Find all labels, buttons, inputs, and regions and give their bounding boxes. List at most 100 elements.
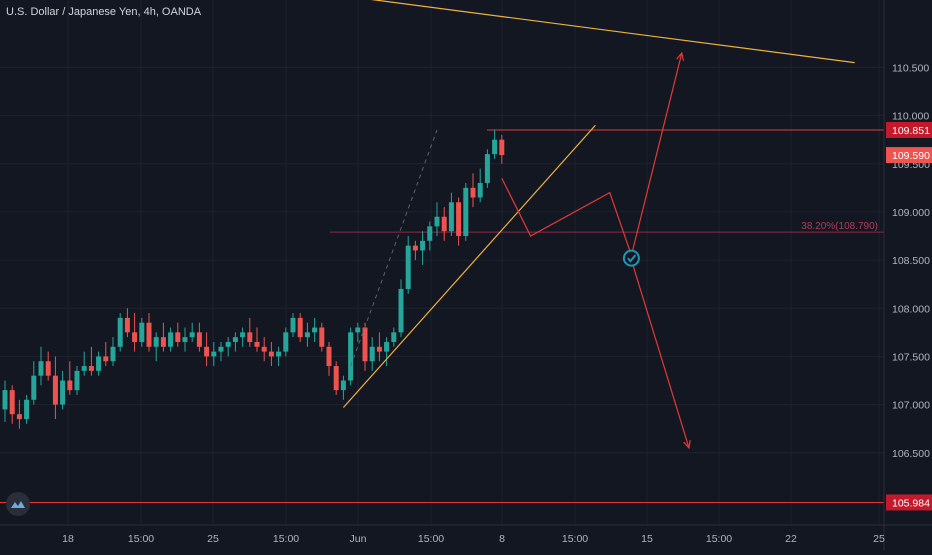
candle-body	[211, 351, 217, 357]
candle-body	[456, 202, 462, 237]
candle-body	[333, 366, 339, 391]
candle-body	[31, 375, 37, 400]
candle-body	[16, 414, 22, 420]
candle-body	[448, 202, 454, 232]
candle-body	[175, 332, 181, 342]
fib-level-label: 38.20%(108.790)	[801, 221, 878, 232]
candle-body	[132, 332, 138, 342]
candle-body	[312, 327, 318, 333]
candle-body	[96, 356, 102, 371]
x-tick-label: 25	[873, 533, 885, 545]
candle-body	[268, 351, 274, 357]
chart-title: U.S. Dollar / Japanese Yen, 4h, OANDA	[6, 6, 201, 18]
rising-support-trendline	[342, 124, 596, 408]
x-tick-label: 15:00	[273, 533, 299, 545]
price-tag-label: 109.590	[892, 150, 930, 162]
candle-body	[434, 216, 440, 227]
candle-body	[124, 317, 130, 333]
candle-body	[146, 322, 152, 347]
candle-body	[88, 366, 94, 371]
bearish-arrow-path-arrowhead	[683, 439, 691, 450]
candle-body	[340, 380, 346, 391]
candle-body	[355, 327, 361, 333]
x-tick-label: Jun	[350, 533, 367, 545]
candle-body	[38, 361, 44, 376]
candle-body	[153, 337, 159, 347]
x-tick-label: 25	[207, 533, 219, 545]
x-tick-label: 15:00	[418, 533, 444, 545]
candle-body	[45, 361, 51, 376]
candle-body	[405, 245, 411, 289]
candle-body	[254, 341, 260, 347]
candle-body	[369, 346, 375, 362]
candle-body	[182, 337, 188, 342]
price-tag-label: 105.984	[892, 497, 930, 509]
price-tag-level	[886, 494, 932, 511]
logo-icon	[11, 501, 25, 508]
upper-trendline	[370, 0, 855, 64]
candle-body	[110, 346, 116, 362]
x-tick-label: 15	[641, 533, 653, 545]
y-tick-label: 110.500	[892, 62, 929, 74]
candle-body	[67, 380, 73, 391]
candle-body	[60, 380, 66, 405]
candle-body	[427, 226, 433, 241]
candle-body	[261, 346, 267, 352]
candle-body	[24, 399, 30, 420]
price-tag-last	[886, 147, 932, 164]
candle-body	[412, 245, 418, 251]
candle-body	[384, 341, 390, 352]
candle-body	[499, 139, 505, 156]
candle-body	[117, 317, 123, 347]
candle-body	[290, 317, 296, 333]
horizontal-levels: 38.20%(108.790)	[0, 129, 884, 503]
scenario-arrow-path-arrowhead	[676, 51, 685, 61]
candle-body	[477, 183, 483, 198]
candle-body	[139, 322, 145, 342]
candle-body	[441, 216, 447, 232]
tradingview-logo[interactable]	[6, 492, 30, 516]
candle-body	[326, 346, 332, 367]
candle-body	[304, 332, 310, 338]
candle-body	[470, 187, 476, 198]
candle-body	[362, 327, 368, 362]
dashed-channel-line	[350, 129, 438, 367]
candle-body	[398, 288, 404, 333]
x-tick-label: 22	[785, 533, 797, 545]
candle-body	[463, 187, 469, 237]
y-tick-label: 110.000	[892, 111, 929, 123]
candle-body	[225, 341, 231, 347]
check-mark	[627, 254, 637, 263]
candle-body	[297, 317, 303, 338]
candle-body	[81, 366, 87, 371]
y-tick-label: 106.500	[892, 448, 930, 460]
candle-body	[204, 346, 210, 357]
candle-body	[103, 356, 109, 362]
price-tag-level	[886, 121, 932, 138]
y-tick-label: 108.000	[892, 303, 930, 315]
price-tag-label: 109.851	[892, 125, 930, 137]
candle-body	[484, 154, 490, 184]
scenario-arrow-path	[501, 52, 683, 258]
check-marker-icon	[622, 249, 640, 267]
candles	[2, 129, 505, 429]
x-tick-label: 18	[62, 533, 74, 545]
candle-body	[420, 240, 426, 251]
candle-body	[9, 390, 15, 415]
candle-body	[319, 327, 325, 347]
candle-body	[168, 332, 174, 347]
y-tick-label: 109.000	[892, 207, 930, 219]
candle-body	[2, 390, 8, 410]
candle-body	[232, 337, 238, 342]
candle-body	[160, 337, 166, 347]
x-tick-label: 15:00	[128, 533, 154, 545]
x-tick-label: 15:00	[706, 533, 732, 545]
candle-body	[218, 346, 224, 352]
candle-body	[196, 332, 202, 347]
y-tick-label: 107.000	[892, 400, 930, 412]
candle-body	[276, 351, 282, 357]
candle-body	[492, 139, 498, 155]
